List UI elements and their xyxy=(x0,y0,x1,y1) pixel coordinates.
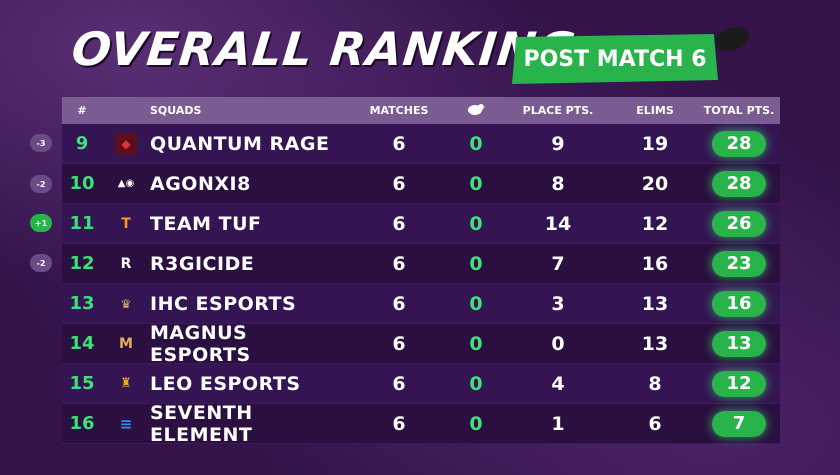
ihc-esports-logo-icon: ♛ xyxy=(120,296,132,311)
table-row: 9 ◆ QUANTUM RAGE 6 0 9 19 28 xyxy=(62,124,780,164)
matches-value: 6 xyxy=(392,372,406,395)
matches-value: 6 xyxy=(392,252,406,275)
total-pts-value: 28 xyxy=(712,130,766,157)
table-header: # SQUADS MATCHES PLACE PTS. ELIMS TOTAL … xyxy=(62,97,780,124)
squad-name: LEO ESPORTS xyxy=(150,372,301,395)
chicken-dinner-value: 0 xyxy=(469,372,483,395)
seventh-element-logo-icon: ≡ xyxy=(119,414,133,433)
rank-number: 15 xyxy=(69,373,95,394)
squad-name: R3GICIDE xyxy=(150,252,255,275)
chicken-dinner-value: 0 xyxy=(469,292,483,315)
r3gicide-logo-icon: R xyxy=(120,255,132,272)
header-elims: ELIMS xyxy=(636,104,674,117)
place-pts-value: 14 xyxy=(544,212,572,235)
place-pts-value: 9 xyxy=(551,132,565,155)
quantum-rage-logo-icon: ◆ xyxy=(115,132,137,155)
matches-value: 6 xyxy=(392,292,406,315)
rank-number: 14 xyxy=(69,333,95,354)
chicken-dinner-value: 0 xyxy=(469,252,483,275)
table-row: 14 M MAGNUS ESPORTS 6 0 0 13 13 xyxy=(62,321,780,366)
chicken-dinner-value: 0 xyxy=(469,132,483,155)
total-pts-value: 28 xyxy=(712,170,766,197)
rank-number: 13 xyxy=(69,293,95,314)
chicken-icon xyxy=(448,102,504,119)
chicken-dinner-value: 0 xyxy=(469,412,483,435)
table-row: 10 ▲◉ AGONXI8 6 0 8 20 28 xyxy=(62,164,780,204)
header-total-pts: TOTAL PTS. xyxy=(703,104,775,117)
place-pts-value: 1 xyxy=(551,412,565,435)
matches-value: 6 xyxy=(392,132,406,155)
place-pts-value: 3 xyxy=(551,292,565,315)
table-row: 13 ♛ IHC ESPORTS 6 0 3 13 16 xyxy=(62,284,780,324)
squad-name: MAGNUS ESPORTS xyxy=(150,321,251,366)
squad-name: QUANTUM RAGE xyxy=(150,132,330,155)
place-pts-value: 0 xyxy=(551,332,565,355)
table-row: 11 T TEAM TUF 6 0 14 12 26 xyxy=(62,204,780,244)
rank-number: 12 xyxy=(69,253,95,274)
squad-name: TEAM TUF xyxy=(150,212,262,235)
total-pts-value: 23 xyxy=(712,250,766,277)
total-pts-value: 26 xyxy=(712,210,766,237)
page-title: OVERALL RANKING xyxy=(69,22,579,76)
team-tuf-logo-icon: T xyxy=(121,215,131,232)
matches-value: 6 xyxy=(392,412,406,435)
elims-value: 12 xyxy=(641,212,669,235)
elims-value: 6 xyxy=(648,412,662,435)
place-pts-value: 4 xyxy=(551,372,565,395)
magnus-esports-logo-icon: M xyxy=(119,335,133,352)
matches-value: 6 xyxy=(392,172,406,195)
elims-value: 19 xyxy=(641,132,669,155)
elims-value: 13 xyxy=(641,292,669,315)
chicken-dinner-value: 0 xyxy=(469,212,483,235)
total-pts-value: 12 xyxy=(712,370,766,397)
rank-number: 16 xyxy=(69,413,95,434)
rank-number: 11 xyxy=(69,213,95,234)
header-squads: SQUADS xyxy=(150,104,202,117)
rank-change-badge: -2 xyxy=(30,254,52,272)
total-pts-value: 7 xyxy=(712,410,766,437)
squad-name: SEVENTH ELEMENT xyxy=(150,401,253,446)
total-pts-value: 16 xyxy=(712,290,766,317)
squad-name: AGONXI8 xyxy=(150,172,251,195)
matches-value: 6 xyxy=(392,212,406,235)
leo-esports-logo-icon: ♜ xyxy=(120,376,132,391)
place-pts-value: 8 xyxy=(551,172,565,195)
rank-change-badge: -2 xyxy=(30,175,52,193)
table-row: 12 R R3GICIDE 6 0 7 16 23 xyxy=(62,244,780,284)
elims-value: 16 xyxy=(641,252,669,275)
table-row: 16 ≡ SEVENTH ELEMENT 6 0 1 6 7 xyxy=(62,401,780,446)
chicken-dinner-value: 0 xyxy=(469,332,483,355)
rank-change-badge: -3 xyxy=(30,134,52,152)
table-row: 15 ♜ LEO ESPORTS 6 0 4 8 12 xyxy=(62,364,780,404)
elims-value: 8 xyxy=(648,372,662,395)
header-matches: MATCHES xyxy=(369,104,429,117)
chicken-dinner-value: 0 xyxy=(469,172,483,195)
rank-change-badge: +1 xyxy=(30,214,52,232)
rank-number: 10 xyxy=(69,173,95,194)
rank-number: 9 xyxy=(75,133,89,154)
elims-value: 13 xyxy=(641,332,669,355)
agonxi8-logo-icon: ▲◉ xyxy=(117,178,135,189)
elims-value: 20 xyxy=(641,172,669,195)
ranking-table: # SQUADS MATCHES PLACE PTS. ELIMS TOTAL … xyxy=(62,97,780,446)
place-pts-value: 7 xyxy=(551,252,565,275)
post-match-badge: POST MATCH 6 xyxy=(512,34,718,84)
total-pts-value: 13 xyxy=(712,330,766,357)
matches-value: 6 xyxy=(392,332,406,355)
header-place-pts: PLACE PTS. xyxy=(522,104,594,117)
header-rank: # xyxy=(77,104,87,117)
squad-name: IHC ESPORTS xyxy=(150,292,297,315)
